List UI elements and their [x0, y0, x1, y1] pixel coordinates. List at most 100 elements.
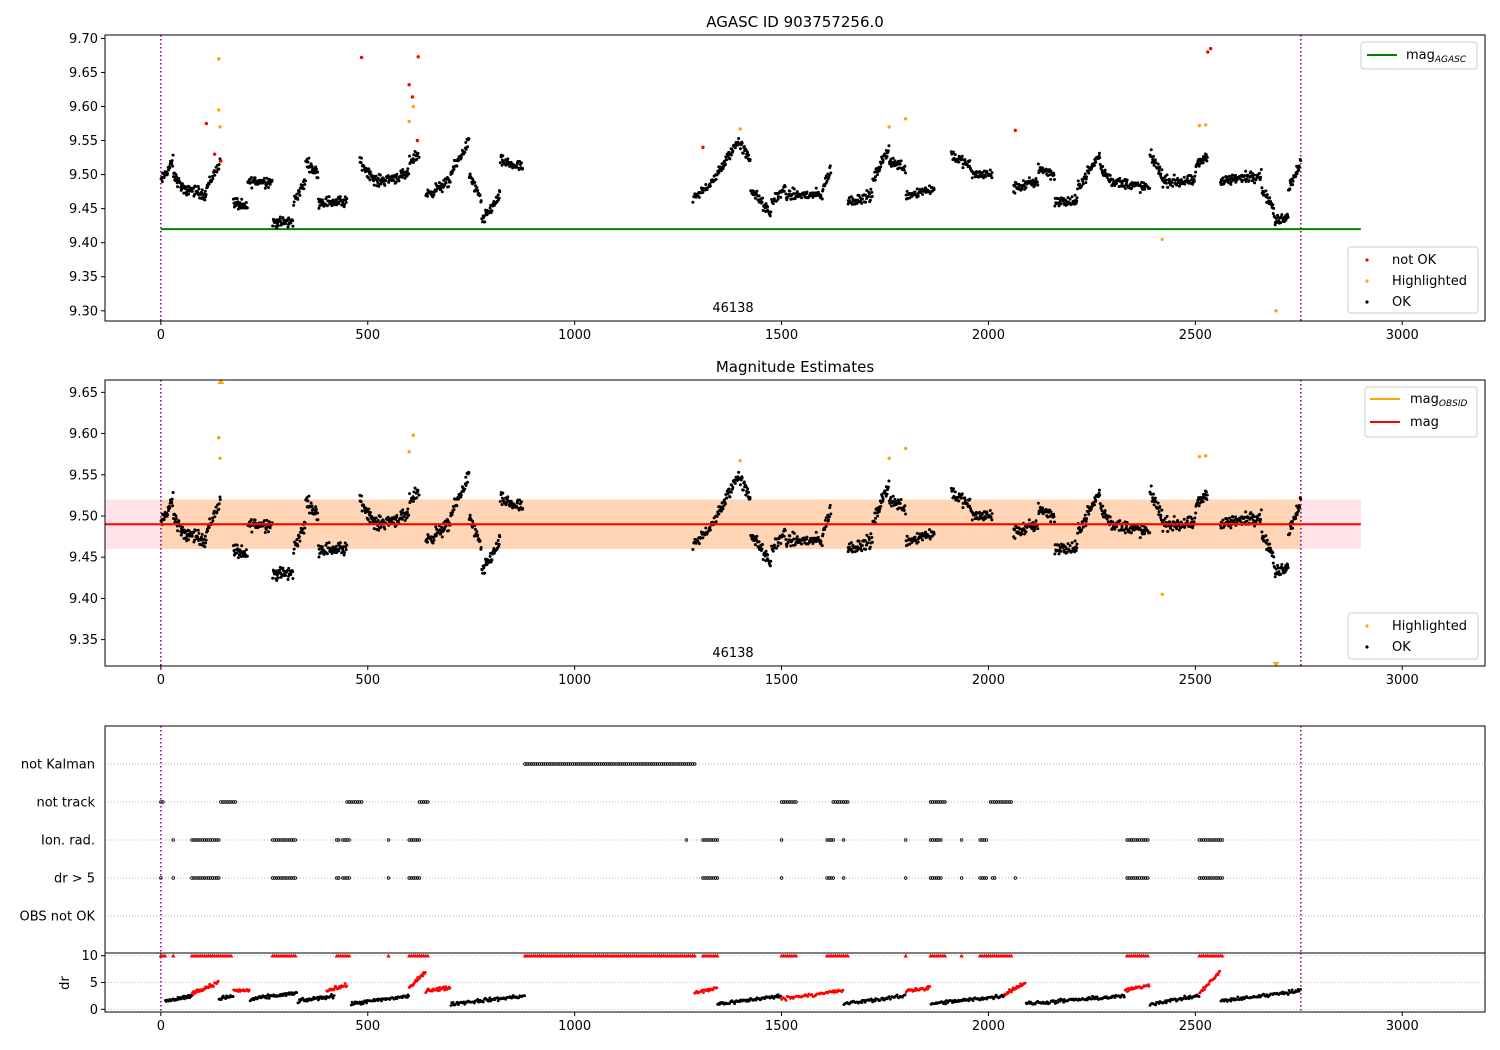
flag-point: [661, 762, 666, 766]
flag-point: [682, 762, 687, 766]
estimate-ok-point: [898, 501, 902, 505]
ok-point: [368, 170, 372, 174]
estimate-ok-point: [411, 499, 415, 503]
estimate-ok-point: [723, 502, 727, 506]
estimate-ok-point: [761, 557, 765, 561]
ok-point: [965, 163, 969, 167]
ok-point: [1258, 171, 1262, 175]
not-ok-point: [204, 121, 209, 126]
flag-point: [415, 876, 420, 880]
estimate-ok-point: [697, 542, 701, 546]
ok-point: [1053, 204, 1057, 208]
estimate-ok-point: [928, 528, 932, 532]
ok-point: [1041, 166, 1045, 170]
ok-point: [196, 184, 200, 188]
ok-point: [809, 194, 813, 198]
flag-point: [618, 762, 622, 766]
estimate-ok-point: [211, 516, 215, 520]
ok-point: [368, 178, 372, 182]
flag-point: [281, 838, 285, 842]
ok-point: [1252, 173, 1256, 177]
estimate-ok-point: [729, 490, 733, 494]
estimate-ok-point: [879, 504, 883, 508]
estimate-ok-point: [316, 511, 320, 515]
flag-point: [937, 838, 941, 842]
ok-point: [200, 188, 204, 192]
flag-row-label: not track: [36, 796, 95, 811]
ok-point: [902, 168, 906, 172]
flag-point: [210, 876, 215, 880]
estimate-ok-point: [204, 538, 208, 542]
flag-point: [831, 876, 835, 880]
estimate-ok-point: [217, 502, 221, 506]
estimate-ok-point: [885, 492, 889, 496]
dr-point: [873, 999, 877, 1003]
estimate-ok-point: [434, 525, 438, 529]
dr-point: [926, 987, 930, 991]
ok-point: [1076, 187, 1080, 191]
estimate-ok-point: [980, 511, 984, 515]
ok-point: [374, 174, 378, 178]
estimate-ok-point: [725, 496, 729, 500]
ok-point: [1108, 173, 1112, 177]
estimate-ok-point: [463, 487, 467, 491]
flag-point: [670, 762, 674, 766]
estimate-ok-point: [366, 518, 370, 522]
dr-point: [194, 991, 198, 994]
dr-point: [928, 985, 932, 988]
panel2-legend-bottom-frame: [1347, 612, 1479, 660]
estimate-ok-point: [1151, 492, 1155, 496]
ok-point: [345, 197, 349, 201]
ok-point: [1094, 160, 1098, 164]
estimate-ok-point: [876, 514, 880, 518]
estimate-ok-point: [1159, 518, 1163, 522]
ok-point: [1205, 155, 1209, 159]
ok-point: [304, 179, 308, 183]
flag-point: [343, 876, 347, 880]
flag-point: [539, 762, 544, 766]
ok-point: [805, 190, 809, 194]
dr-point: [887, 995, 891, 999]
estimate-ok-point: [478, 539, 482, 543]
estimate-ok-point: [501, 491, 505, 495]
flag-point: [577, 762, 581, 766]
estimate-ok-point: [320, 545, 324, 549]
flag-point: [208, 838, 213, 842]
estimate-ok-point: [1057, 552, 1061, 556]
ok-point: [496, 193, 500, 197]
estimate-ok-point: [1230, 518, 1234, 522]
ok-point: [497, 196, 501, 200]
ok-point: [1087, 171, 1091, 175]
flag-point: [707, 838, 711, 842]
flag-point: [715, 838, 720, 842]
estimate-ok-point: [1066, 542, 1070, 546]
ok-point: [327, 195, 331, 199]
ok-point: [864, 200, 868, 204]
ok-point: [984, 175, 988, 179]
flag-point: [200, 876, 204, 880]
estimate-ok-point: [989, 515, 993, 519]
ok-point: [1244, 169, 1248, 173]
ok-point: [827, 173, 831, 177]
ok-point: [244, 201, 248, 205]
ok-point: [276, 224, 280, 228]
ok-point: [874, 175, 878, 179]
ok-point: [978, 170, 982, 174]
estimates-xtick-label: 0: [157, 673, 165, 688]
ok-point: [500, 163, 504, 167]
ok-point: [747, 153, 751, 157]
dr-point: [715, 986, 719, 990]
ok-point: [1084, 177, 1088, 181]
estimate-ok-point: [784, 537, 788, 541]
ok-point: [303, 183, 307, 187]
ok-point: [291, 219, 295, 223]
flag-point: [624, 762, 629, 766]
flag-point: [554, 762, 558, 766]
flag-point: [984, 876, 989, 880]
not-ok-point: [1208, 46, 1213, 51]
estimate-ok-point: [800, 542, 804, 546]
estimate-ok-point: [738, 483, 742, 487]
flag-point: [1208, 876, 1212, 880]
ok-point: [889, 164, 893, 168]
estimate-ok-point: [193, 538, 197, 542]
